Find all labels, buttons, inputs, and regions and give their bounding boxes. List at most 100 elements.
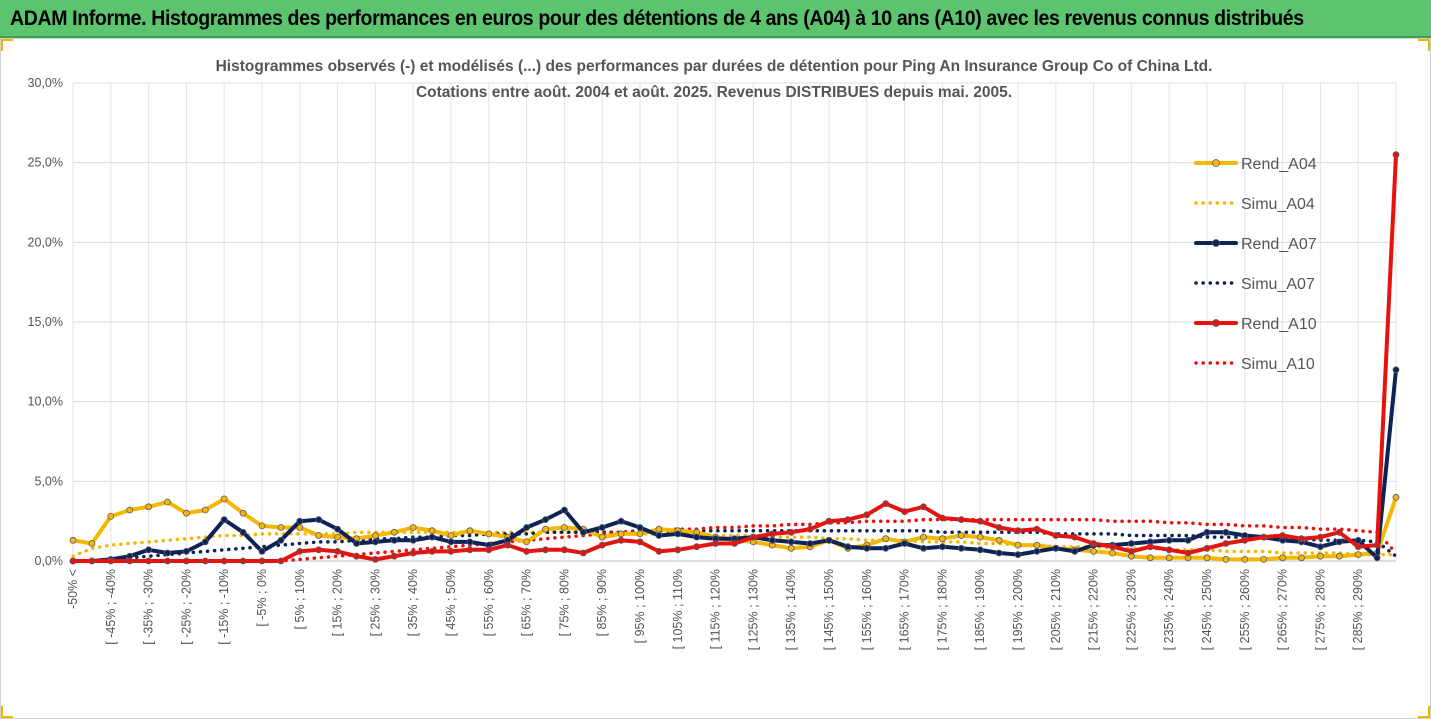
data-point xyxy=(220,557,228,565)
data-point xyxy=(182,509,190,517)
data-point xyxy=(69,557,77,565)
data-point xyxy=(334,533,342,541)
data-point xyxy=(1052,532,1060,539)
data-point xyxy=(1014,527,1022,535)
x-tick-label: [ 85% ; 90% xyxy=(595,569,609,636)
y-tick-label: 30,0% xyxy=(28,76,63,90)
x-tick-label: [ 45% ; 50% xyxy=(444,569,458,636)
data-point xyxy=(1317,533,1324,541)
data-point xyxy=(390,552,398,560)
data-point xyxy=(353,540,360,547)
data-point xyxy=(258,557,266,565)
data-point xyxy=(277,557,285,565)
data-point xyxy=(561,506,568,514)
x-tick-label: [ 5% ; 10% xyxy=(293,569,307,629)
data-point xyxy=(542,516,549,524)
legend-entry: Simu_A10 xyxy=(1194,356,1315,373)
y-tick-label: 15,0% xyxy=(28,315,63,329)
x-tick-label: [ 255% ; 260% xyxy=(1238,569,1252,650)
data-point xyxy=(920,533,927,541)
data-point xyxy=(806,525,814,533)
data-point xyxy=(1335,538,1343,546)
data-point xyxy=(995,524,1003,531)
legend-marker xyxy=(1212,319,1220,327)
data-point xyxy=(1090,548,1097,555)
data-point xyxy=(636,538,644,546)
legend-marker xyxy=(1212,239,1220,247)
data-point xyxy=(409,524,417,531)
data-point xyxy=(1279,532,1286,539)
data-point xyxy=(693,543,701,551)
corner-mark-icon xyxy=(1,39,13,51)
series-simu-a10 xyxy=(71,517,1398,563)
x-tick-label: [ -45% ; -40% xyxy=(104,569,118,645)
data-point xyxy=(1203,554,1211,562)
data-point xyxy=(636,530,644,538)
chart-title: Histogrammes observés (-) et modélisés (… xyxy=(216,58,1213,101)
x-tick-label: [ 205% ; 210% xyxy=(1049,569,1063,650)
data-point xyxy=(277,536,285,544)
data-point xyxy=(88,557,96,565)
data-point xyxy=(1298,535,1305,543)
data-point xyxy=(1109,543,1116,551)
data-point xyxy=(731,540,738,547)
x-tick-label: [ 225% ; 230% xyxy=(1124,569,1138,650)
data-point xyxy=(1317,543,1324,551)
line-chart: Histogrammes observés (-) et modélisés (… xyxy=(28,58,1400,650)
series-line xyxy=(71,152,1398,563)
y-tick-label: 10,0% xyxy=(28,395,63,409)
data-point xyxy=(485,530,493,538)
data-point xyxy=(712,540,719,547)
data-point xyxy=(523,548,530,555)
data-point xyxy=(201,557,209,565)
data-point xyxy=(277,524,285,531)
x-tick-label: [ 275% ; 280% xyxy=(1313,569,1327,650)
corner-mark-icon xyxy=(1418,39,1430,51)
data-point xyxy=(1373,541,1381,549)
data-point xyxy=(957,516,965,524)
data-point xyxy=(674,530,682,538)
y-tick-label: 0,0% xyxy=(35,554,64,568)
data-point xyxy=(1165,536,1173,544)
data-point xyxy=(1071,533,1079,541)
data-point xyxy=(617,517,625,525)
data-point xyxy=(315,546,323,554)
data-point xyxy=(201,538,209,546)
data-point xyxy=(561,546,568,554)
data-point xyxy=(126,557,134,565)
data-point xyxy=(164,557,171,565)
data-point xyxy=(145,546,153,554)
data-point xyxy=(825,536,833,544)
data-point xyxy=(882,544,890,552)
data-point xyxy=(617,530,625,538)
data-point xyxy=(1109,549,1116,557)
series-line xyxy=(71,517,1398,563)
data-point xyxy=(598,541,606,549)
x-tick-label: -50% < xyxy=(66,569,80,609)
data-point xyxy=(1033,541,1041,549)
data-point xyxy=(1128,548,1135,555)
data-point xyxy=(1222,540,1230,547)
data-point xyxy=(353,552,360,560)
data-point xyxy=(1392,151,1400,159)
data-point xyxy=(390,536,398,544)
x-tick-label: [ 245% ; 250% xyxy=(1200,569,1214,650)
data-point xyxy=(655,525,663,533)
legend-label: Rend_A07 xyxy=(1241,236,1317,253)
x-tick-label: [ -25% ; -20% xyxy=(179,569,193,645)
legend-entry: Simu_A04 xyxy=(1194,196,1315,213)
series-line xyxy=(71,528,1398,563)
data-point xyxy=(1222,556,1230,563)
x-tick-label: [ 115% ; 120% xyxy=(709,569,723,649)
data-point xyxy=(995,536,1003,544)
data-point xyxy=(1222,528,1230,536)
x-tick-label: [ 265% ; 270% xyxy=(1276,569,1290,650)
data-point xyxy=(107,557,115,565)
data-point xyxy=(920,503,927,511)
data-point xyxy=(428,533,436,541)
data-point xyxy=(787,538,795,546)
data-point xyxy=(579,549,587,557)
data-point xyxy=(428,527,436,535)
x-tick-label: [ 155% ; 160% xyxy=(860,569,874,650)
data-point xyxy=(485,546,493,554)
